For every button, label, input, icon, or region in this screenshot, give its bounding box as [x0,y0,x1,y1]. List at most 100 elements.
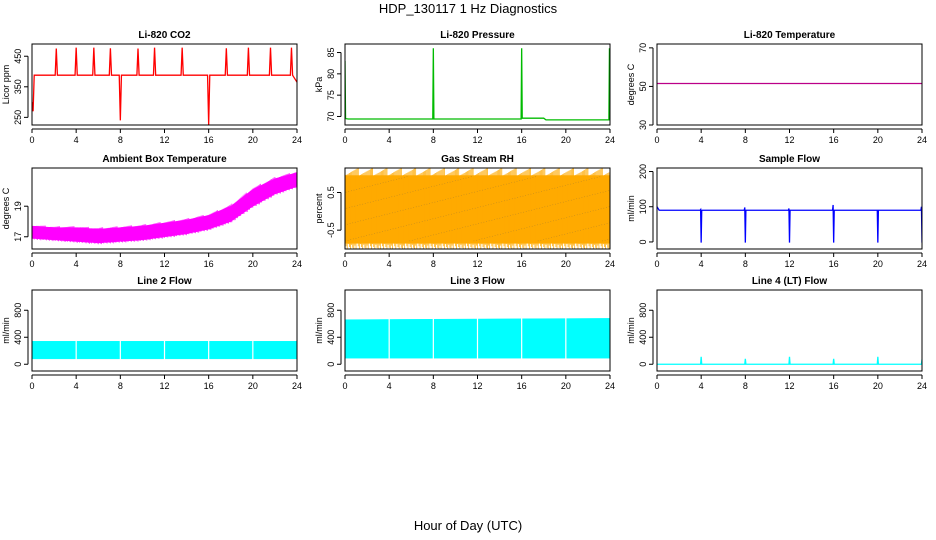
y-tick-label: 30 [638,120,648,130]
x-tick-label: 24 [292,381,302,391]
plot-area [657,356,922,365]
x-tick-label: 8 [118,135,123,145]
y-tick-label: 250 [13,110,23,125]
x-tick-label: 24 [605,259,615,269]
x-tick-label: 20 [561,381,571,391]
y-tick-label: 70 [638,43,648,53]
y-tick-label: 800 [13,303,23,318]
x-tick-label: 20 [873,381,883,391]
x-tick-label: 0 [342,135,347,145]
x-tick-label: 0 [342,381,347,391]
x-tick-label: 0 [29,381,34,391]
panel-1: Li-820 Pressure kPa 0 4 8 12 16 20 24 70 75 80 85 [314,30,615,145]
x-tick-label: 24 [605,135,615,145]
y-tick-label: 0 [13,362,23,367]
plot-frame [31,289,298,372]
plot-area [32,171,297,245]
x-tick-label: 12 [472,259,482,269]
x-tick-label: 4 [699,381,704,391]
x-tick-label: 0 [654,135,659,145]
panel-6: Line 2 Flow ml/min 0 4 8 12 16 20 24 0 400 800 [1,276,302,391]
y-tick-label: 75 [326,90,336,100]
series-line [657,356,922,365]
x-tick-label: 4 [74,259,79,269]
y-axis-label: ml/min [626,317,636,344]
y-tick-label: 200 [638,164,648,179]
series-line [345,48,610,121]
page-title: HDP_130117 1 Hz Diagnostics [378,1,558,16]
x-tick-label: 0 [654,381,659,391]
x-tick-label: 12 [159,259,169,269]
panel-title: Li-820 Temperature [744,30,836,41]
plot-area [32,290,297,371]
x-tick-label: 12 [472,135,482,145]
x-tick-label: 16 [829,135,839,145]
x-tick-label: 8 [431,381,436,391]
y-axis-label: degrees C [626,63,636,105]
x-tick-label: 4 [699,259,704,269]
x-tick-label: 24 [917,381,927,391]
plot-frame [656,43,923,126]
x-tick-label: 4 [387,135,392,145]
x-tick-label: 20 [561,135,571,145]
y-tick-label: 0 [638,239,648,244]
y-axis-label: ml/min [1,317,11,344]
y-tick-label: 450 [13,49,23,64]
plot-frame [344,289,611,372]
y-tick-label: 350 [13,79,23,94]
x-tick-label: 20 [248,259,258,269]
plot-frame [31,43,298,126]
panel-title: Line 3 Flow [450,276,505,287]
plot-frame [656,167,923,250]
x-tick-label: 12 [784,381,794,391]
x-tick-label: 16 [204,259,214,269]
y-tick-label: 400 [638,330,648,345]
y-tick-label: 0 [326,362,336,367]
panel-title: Sample Flow [759,154,820,165]
y-tick-label: -0.5 [326,222,336,238]
x-tick-label: 20 [873,259,883,269]
x-tick-label: 16 [517,259,527,269]
panel-7: Line 3 Flow ml/min 0 4 8 12 16 20 24 0 400 800 [314,276,615,391]
y-tick-label: 400 [326,330,336,345]
panel-5: Sample Flow ml/min 0 4 8 12 16 20 24 0 100 200 [626,154,927,269]
x-tick-label: 8 [743,259,748,269]
x-tick-label: 4 [74,381,79,391]
plot-area [345,290,610,371]
x-tick-label: 24 [917,259,927,269]
x-tick-label: 8 [743,381,748,391]
x-tick-label: 12 [784,135,794,145]
plot-area [657,204,922,243]
panel-8: Line 4 (LT) Flow ml/min 0 4 8 12 16 20 24 0 400 800 [626,276,927,391]
x-tick-label: 20 [248,381,258,391]
x-axis-caption: Hour of Day (UTC) [413,518,523,533]
x-tick-label: 0 [342,259,347,269]
panel-4: Gas Stream RH percent 0 4 8 12 16 20 24 -0.5 0.5 [314,154,615,269]
x-tick-label: 12 [159,135,169,145]
y-tick-label: 19 [13,201,23,211]
y-axis-label: percent [314,193,324,224]
x-tick-label: 24 [292,135,302,145]
x-tick-label: 20 [873,135,883,145]
y-tick-label: 0 [638,362,648,367]
y-tick-label: 800 [638,303,648,318]
y-tick-label: 100 [638,199,648,214]
x-tick-label: 24 [292,259,302,269]
x-tick-label: 4 [387,381,392,391]
y-tick-label: 85 [326,48,336,58]
y-tick-label: 400 [13,330,23,345]
x-tick-label: 8 [118,259,123,269]
series-jitter [345,168,610,249]
x-tick-label: 16 [517,135,527,145]
x-tick-label: 16 [204,135,214,145]
y-tick-label: 0.5 [326,186,336,199]
x-tick-label: 8 [431,259,436,269]
panel-0: Li-820 CO2 Licor ppm 0 4 8 12 16 20 24 250 350 450 [1,30,302,145]
panel-title: Line 4 (LT) Flow [752,276,828,287]
panel-title: Li-820 CO2 [138,30,191,41]
x-tick-label: 8 [431,135,436,145]
y-axis-label: ml/min [626,195,636,222]
plot-frame [344,43,611,126]
x-tick-label: 8 [118,381,123,391]
x-tick-label: 12 [784,259,794,269]
